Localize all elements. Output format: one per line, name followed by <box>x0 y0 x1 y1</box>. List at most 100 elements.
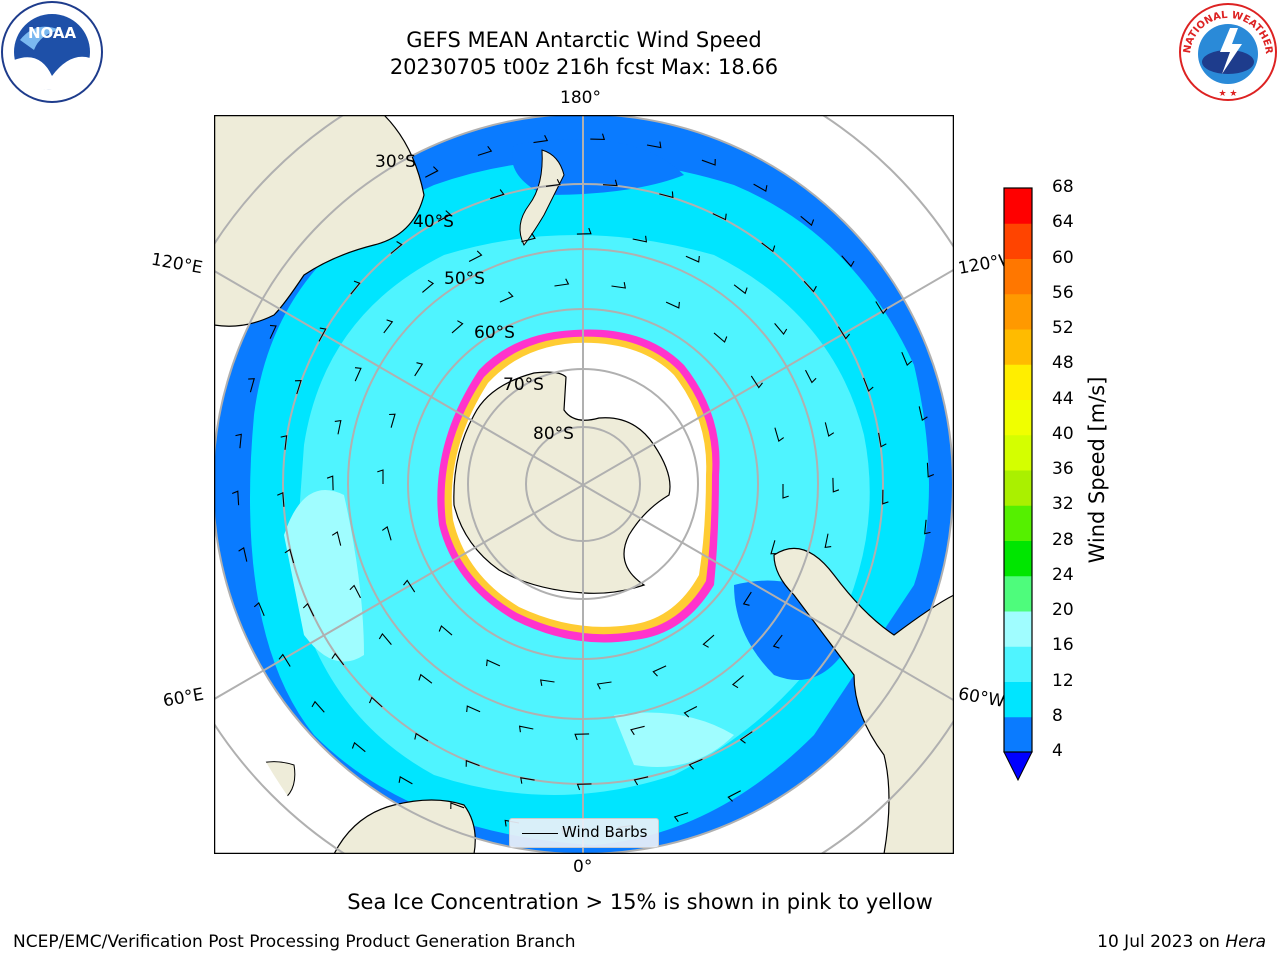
colorbar <box>1003 187 1033 782</box>
wind-barb <box>520 777 535 784</box>
wind-barb <box>521 232 536 243</box>
wind-barb <box>349 584 361 599</box>
colorbar-segment <box>1004 681 1032 718</box>
wind-barb <box>750 375 763 389</box>
colorbar-extend-arrow <box>1003 751 1033 782</box>
wind-barb <box>596 681 612 690</box>
wind-barb <box>841 255 855 268</box>
wind-barb <box>269 324 277 339</box>
colorbar-tick-label: 40 <box>1052 423 1074 444</box>
wind-barb <box>926 462 935 478</box>
lat-label-60s: 60°S <box>474 323 515 343</box>
colorbar-segment <box>1004 540 1032 577</box>
wind-barb <box>378 632 392 645</box>
sea-ice-caption: Sea Ice Concentration > 15% is shown in … <box>347 890 933 914</box>
wind-barb <box>389 413 396 428</box>
wind-barb <box>466 705 481 713</box>
wind-barb <box>805 369 817 384</box>
australia-landmass <box>214 115 425 327</box>
wind-barb <box>742 591 752 606</box>
wind-barb <box>490 189 505 200</box>
wind-barb <box>702 634 715 648</box>
wind-barb <box>545 178 561 187</box>
svg-text:NOAA: NOAA <box>28 24 77 42</box>
wind-barb <box>633 776 649 786</box>
colorbar-tick-label: 48 <box>1052 353 1074 374</box>
wind-barb <box>630 725 645 736</box>
wind-barb <box>800 215 815 227</box>
wind-barb <box>731 675 744 689</box>
wind-barb <box>451 320 464 334</box>
colorbar-segment <box>1004 223 1032 259</box>
wind-barb <box>253 601 265 617</box>
wind-barb <box>685 255 700 263</box>
wind-barb <box>824 422 835 437</box>
wind-barb <box>278 653 291 667</box>
colorbar-tick-label: 44 <box>1052 388 1074 409</box>
colorbar-tick-label: 24 <box>1052 564 1074 585</box>
wind-barb <box>665 301 680 309</box>
wind-barb <box>331 652 345 666</box>
lon-label-0: 0° <box>573 857 593 877</box>
wind-barb <box>398 776 413 785</box>
meridian-120e-60w <box>214 269 954 702</box>
wind-barb <box>803 280 817 293</box>
outside-disc-corner <box>214 635 334 854</box>
wind-barb <box>837 326 851 340</box>
wind-barb <box>381 526 392 541</box>
wind-barb-legend-line <box>522 833 558 834</box>
footer-date-text: 10 Jul 2023 on <box>1097 932 1220 952</box>
colorbar-segment <box>1004 646 1032 682</box>
wind-barb <box>878 432 887 448</box>
wind-barb <box>414 732 429 742</box>
wind-barb <box>632 235 648 243</box>
wind-barb <box>518 725 534 733</box>
wind-barb <box>318 327 327 342</box>
wind-barb <box>326 475 334 491</box>
lon-label-60e: 60°E <box>161 684 206 712</box>
wind-barb <box>770 540 777 555</box>
wind-barb <box>824 533 832 549</box>
wind-barb <box>438 625 453 636</box>
wind-barb <box>540 679 555 687</box>
wind-barb <box>334 419 342 435</box>
colorbar-segment <box>1004 329 1032 365</box>
wind-barb <box>354 367 362 382</box>
wind-barb <box>390 241 403 254</box>
wind-barb <box>688 758 703 770</box>
wind-barb <box>235 433 242 449</box>
wind-barb <box>712 213 727 221</box>
wind-barb <box>683 706 698 718</box>
wind-barb <box>294 380 302 395</box>
lat-label-50s: 50°S <box>444 269 485 289</box>
wind-barb <box>882 489 889 505</box>
wind-barb <box>901 351 913 367</box>
polar-wind-map <box>214 115 954 854</box>
wind-barb <box>918 406 928 421</box>
lat-label-80s: 80°S <box>533 424 574 444</box>
colorbar-tick-label: 28 <box>1052 529 1074 550</box>
antarctica-landmass <box>453 371 671 594</box>
wind-barb <box>590 133 606 140</box>
wind-barb <box>576 227 592 235</box>
chart-subtitle: 20230705 t00z 216h fcst Max: 18.66 <box>389 55 779 79</box>
wind-barb <box>782 484 789 499</box>
wind-barb <box>403 579 416 593</box>
wind-barb <box>924 519 931 535</box>
map-legend: Wind Barbs <box>509 818 659 848</box>
wind-barb <box>277 491 285 507</box>
colorbar-tick-label: 64 <box>1052 212 1074 233</box>
colorbar-segment <box>1004 611 1032 647</box>
wind-barb <box>284 548 295 564</box>
wind-barb <box>437 210 452 222</box>
colorbar-label: Wind Speed [m/s] <box>1085 376 1109 564</box>
colorbar-tick-label: 20 <box>1052 600 1074 620</box>
ocean-wind-16-20 <box>284 490 364 662</box>
wind-barb <box>875 301 888 315</box>
new-zealand-landmass <box>519 149 565 246</box>
lat-label-40s: 40°S <box>413 212 454 232</box>
wind-barb <box>425 166 439 178</box>
wind-barb <box>602 179 618 187</box>
wind-barb <box>753 183 768 192</box>
colorbar-segment <box>1004 293 1032 330</box>
